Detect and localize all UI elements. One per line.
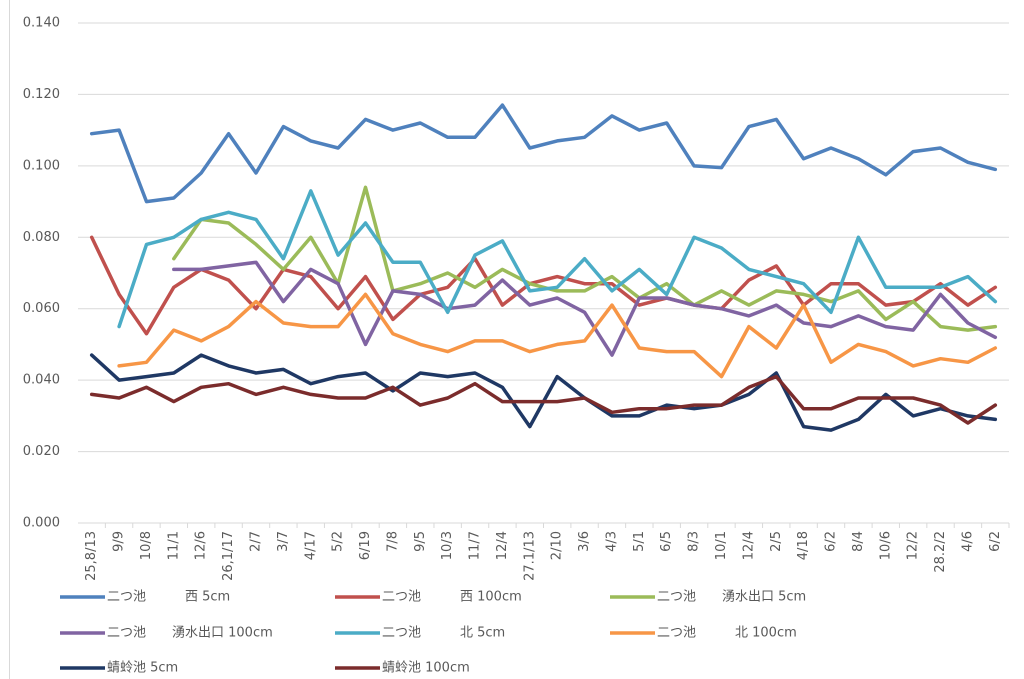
x-tick-label: 11/1 xyxy=(166,531,181,560)
y-tick-label: 0.080 xyxy=(23,230,60,245)
legend-label: 二つ池 北 5cm xyxy=(382,626,505,641)
y-tick-label: 0.140 xyxy=(23,16,60,31)
legend-label: 蜻蛉池 5cm xyxy=(107,661,178,676)
y-tick-label: 0.060 xyxy=(23,301,60,316)
series-line xyxy=(172,185,998,332)
series-line xyxy=(172,260,998,357)
series-line xyxy=(89,235,998,336)
legend-label: 二つ池 北 100cm xyxy=(657,626,797,641)
legend-label: 蜻蛉池 100cm xyxy=(382,661,470,676)
x-tick-label: 12/4 xyxy=(741,531,756,560)
x-tick-label: 3/7 xyxy=(276,531,291,552)
series-line xyxy=(89,374,998,425)
y-tick-label: 0.000 xyxy=(23,516,60,531)
series-line xyxy=(89,103,998,204)
x-tick-label: 10/1 xyxy=(714,531,729,560)
x-tick-label: 12/4 xyxy=(495,531,510,560)
y-tick-label: 0.120 xyxy=(23,87,60,102)
x-tick-label: 5/1 xyxy=(632,531,647,552)
series-line xyxy=(117,292,998,379)
x-tick-label: 3/6 xyxy=(577,531,592,552)
x-tick-label: 10/8 xyxy=(139,531,154,560)
x-tick-label: 7/8 xyxy=(385,531,400,552)
legend-label: 二つ池 湧水出口 5cm xyxy=(657,589,806,605)
legend-label: 二つ池 西 5cm xyxy=(107,590,230,605)
x-tick-label: 11/7 xyxy=(468,531,483,560)
y-tick-label: 0.040 xyxy=(23,373,60,388)
x-tick-label: 2/7 xyxy=(248,531,263,552)
x-tick-label: 27.1/13 xyxy=(522,531,537,581)
legend-label: 二つ池 湧水出口 100cm xyxy=(107,625,273,641)
x-tick-label: 4/17 xyxy=(303,531,318,560)
x-tick-label: 9/9 xyxy=(112,531,127,552)
x-tick-label: 5/2 xyxy=(331,531,346,552)
x-tick-label: 10/3 xyxy=(440,531,455,560)
x-tick-label: 9/5 xyxy=(413,531,428,552)
x-tick-label: 4/3 xyxy=(604,531,619,552)
x-tick-label: 6/5 xyxy=(659,531,674,552)
x-tick-label: 8/4 xyxy=(851,531,866,552)
x-tick-label: 28.2/2 xyxy=(933,531,948,573)
x-tick-label: 8/3 xyxy=(687,531,702,552)
series-line xyxy=(89,353,998,432)
x-tick-label: 6/2 xyxy=(988,531,1003,552)
x-tick-label: 2/10 xyxy=(550,531,565,560)
x-tick-label: 10/6 xyxy=(878,531,893,560)
x-tick-label: 12/6 xyxy=(194,531,209,560)
x-tick-label: 2/5 xyxy=(769,531,784,552)
x-tick-label: 6/2 xyxy=(824,531,839,552)
y-tick-label: 0.020 xyxy=(23,444,60,459)
series-line xyxy=(117,189,998,329)
x-tick-label: 26,1/17 xyxy=(221,531,236,581)
legend-label: 二つ池 西 100cm xyxy=(382,590,522,605)
x-tick-label: 12/2 xyxy=(906,531,921,560)
x-tick-label: 25,8/13 xyxy=(84,531,99,581)
x-tick-label: 4/18 xyxy=(796,531,811,560)
x-tick-label: 4/6 xyxy=(960,531,975,552)
y-tick-label: 0.100 xyxy=(23,158,60,173)
x-tick-label: 6/19 xyxy=(358,531,373,560)
